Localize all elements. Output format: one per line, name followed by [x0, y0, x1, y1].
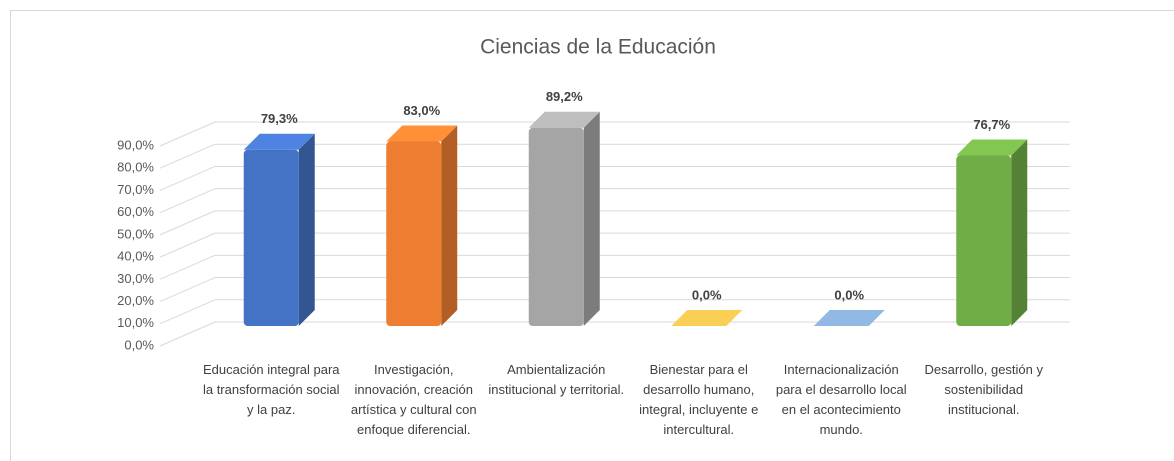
bar-top	[386, 125, 458, 142]
y-tick-label: 30,0%	[117, 271, 154, 286]
data-label: 83,0%	[403, 103, 440, 118]
y-tick-label: 40,0%	[117, 249, 154, 264]
data-label: 76,7%	[973, 117, 1010, 132]
grid-line	[159, 188, 216, 214]
y-tick-label: 10,0%	[117, 315, 154, 330]
y-tick-label: 0,0%	[124, 337, 154, 352]
grid-line	[159, 299, 216, 325]
bar-side	[441, 125, 458, 326]
bar-front	[956, 155, 1012, 326]
y-tick-label: 60,0%	[117, 204, 154, 219]
bar-top	[671, 310, 743, 326]
bar-top	[956, 139, 1028, 156]
y-tick-label: 20,0%	[117, 293, 154, 308]
bar-top	[813, 310, 885, 326]
bar	[671, 310, 743, 326]
bar-top	[528, 111, 600, 128]
bar	[956, 139, 1028, 326]
bar-top	[243, 133, 315, 150]
bar	[813, 310, 885, 326]
grid-line	[159, 232, 216, 258]
y-tick-label: 90,0%	[117, 137, 154, 152]
chart-title: Ciencias de la Educación	[480, 36, 716, 59]
chart-frame	[10, 10, 1174, 461]
bar-front	[386, 141, 442, 326]
y-tick-label: 80,0%	[117, 160, 154, 175]
x-tick-label: Internacionalización para el desarrollo …	[775, 362, 907, 437]
data-label: 79,3%	[261, 111, 298, 126]
grid-line	[159, 165, 216, 191]
x-tick-label: Ambientalización institucional y territo…	[488, 362, 625, 397]
bar-front	[528, 127, 584, 327]
grid-line	[159, 277, 216, 303]
y-tick-label: 70,0%	[117, 182, 154, 197]
data-label: 0,0%	[692, 287, 722, 302]
bar-front	[243, 149, 299, 326]
bar	[243, 133, 315, 326]
x-tick-label: Investigación, innovación, creación artí…	[350, 362, 477, 437]
bar-side	[298, 133, 315, 326]
x-tick-label: Bienestar para el desarrollo humano, int…	[639, 362, 759, 437]
bar	[386, 125, 458, 326]
x-tick-label: Educación integral para la transformació…	[202, 362, 340, 417]
bar-side	[583, 111, 600, 327]
grid-line	[159, 321, 216, 347]
bar-side	[1011, 139, 1028, 326]
grid-line	[159, 121, 216, 147]
data-label: 89,2%	[546, 89, 583, 104]
y-tick-label: 50,0%	[117, 226, 154, 241]
x-tick-label: Desarrollo, gestión y sostenibilidad ins…	[924, 362, 1044, 417]
grid-line	[159, 210, 216, 236]
grid-line	[159, 143, 216, 169]
bar	[528, 111, 600, 327]
data-label: 0,0%	[834, 287, 864, 302]
grid-line	[159, 254, 216, 280]
